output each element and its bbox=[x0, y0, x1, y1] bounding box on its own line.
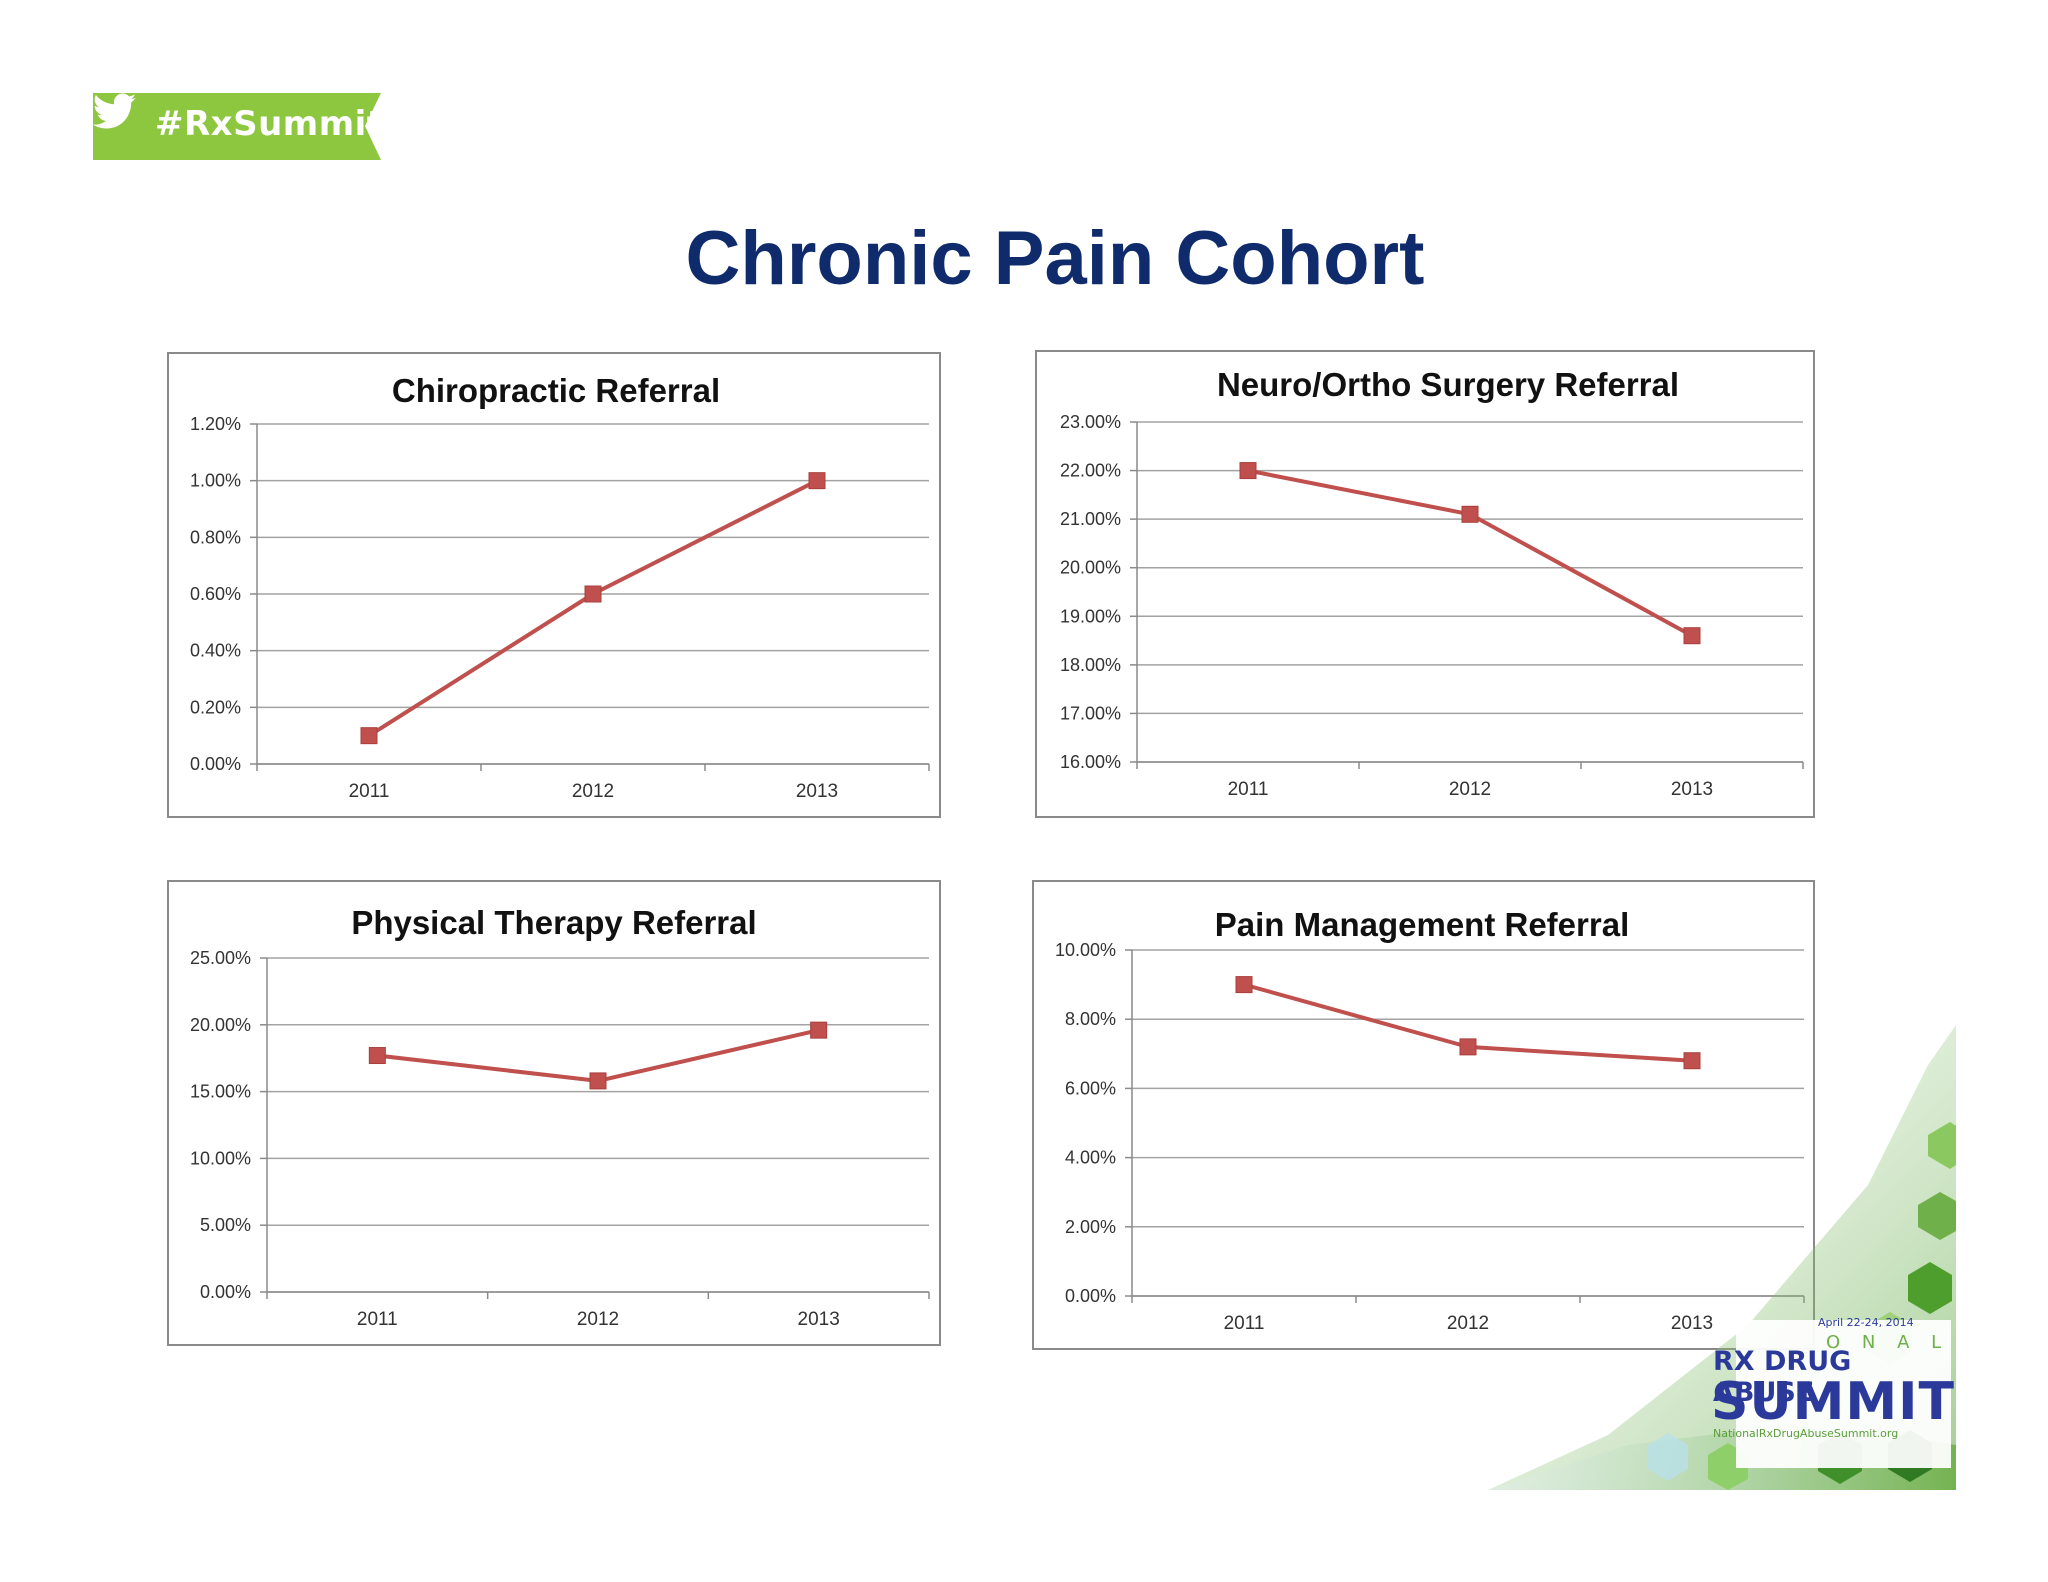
chart-chiropractic-referral: Chiropractic Referral 0.00% 0.20% 0.40% 0.60… bbox=[167, 352, 941, 818]
y-tick-label: 23.00% bbox=[1060, 412, 1121, 432]
y-tick-label: 5.00% bbox=[200, 1215, 251, 1235]
data-point-2011 bbox=[360, 727, 378, 745]
x-tick-label: 2011 bbox=[357, 1309, 398, 1330]
y-tick-label: 20.00% bbox=[1060, 558, 1121, 578]
y-tick-label: 20.00% bbox=[190, 1015, 251, 1035]
chart-physical-therapy-referral: Physical Therapy Referral 0.00% 5.00% 10.00… bbox=[167, 880, 941, 1346]
y-tick-label: 21.00% bbox=[1060, 509, 1121, 529]
y-tick-label: 10.00% bbox=[1055, 940, 1116, 960]
series-line bbox=[1247, 468, 1693, 638]
x-tick-label: 2013 bbox=[1671, 1313, 1713, 1334]
chart-neuro-ortho-surgery-referral: Neuro/Ortho Surgery Referral 16.00% 17.00%… bbox=[1035, 350, 1815, 818]
y-tick-label: 18.00% bbox=[1060, 655, 1121, 675]
chart-title: Physical Therapy Referral bbox=[351, 904, 756, 941]
hexagon-background-graphic bbox=[1488, 1025, 1956, 1490]
y-tick-label: 4.00% bbox=[1065, 1148, 1116, 1168]
y-tick-label: 1.20% bbox=[190, 414, 241, 434]
y-tick-label: 8.00% bbox=[1065, 1009, 1116, 1029]
y-tick-label: 15.00% bbox=[190, 1082, 251, 1102]
logo-national-fragment: O N A L bbox=[1826, 1332, 1950, 1353]
chart-pain-management-referral: Pain Management Referral 0.00% 2.00% 4.00% 6… bbox=[1032, 880, 1815, 1350]
logo-dates: April 22-24, 2014 bbox=[1818, 1316, 1914, 1329]
chart-title: Pain Management Referral bbox=[1215, 906, 1629, 943]
series-line bbox=[367, 478, 818, 738]
chart-svg: Pain Management Referral 0.00% 2.00% 4.00% 6… bbox=[1055, 906, 1805, 1334]
summit-logo: April 22-24, 2014 O N A L RX DRUG ABUSE … bbox=[1488, 1025, 1956, 1490]
x-tick-label: 2012 bbox=[577, 1309, 619, 1330]
y-tick-label: 6.00% bbox=[1065, 1078, 1116, 1098]
logo-line1: RX DRUG ABUSE bbox=[1713, 1346, 1852, 1408]
x-tick-label: 2013 bbox=[798, 1309, 840, 1330]
y-tick-label: 0.00% bbox=[190, 754, 241, 774]
y-tick-label: 25.00% bbox=[190, 948, 251, 968]
y-tick-label: 0.60% bbox=[190, 584, 241, 604]
chart-svg: Physical Therapy Referral 0.00% 5.00% 10.00… bbox=[190, 904, 930, 1330]
x-tick-label: 2012 bbox=[572, 781, 614, 802]
y-tick-label: 0.40% bbox=[190, 641, 241, 661]
data-point-2012 bbox=[1461, 505, 1479, 523]
twitter-bird-icon bbox=[93, 93, 137, 129]
y-tick-label: 10.00% bbox=[190, 1148, 251, 1168]
rxsummit-hashtag-badge[interactable]: #RxSummit bbox=[93, 93, 384, 160]
chart-svg: Chiropractic Referral 0.00% 0.20% 0.40% 0.60… bbox=[190, 372, 930, 802]
chart-title: Chiropractic Referral bbox=[392, 372, 720, 409]
data-point-2011 bbox=[1235, 976, 1253, 994]
x-tick-label: 2013 bbox=[1671, 779, 1713, 800]
x-tick-label: 2011 bbox=[1224, 1313, 1265, 1334]
page-title: Chronic Pain Cohort bbox=[685, 216, 1425, 301]
data-point-2012 bbox=[589, 1072, 607, 1090]
data-point-2012 bbox=[1459, 1038, 1477, 1056]
y-tick-label: 19.00% bbox=[1060, 606, 1121, 626]
logo-url: NationalRxDrugAbuseSummit.org bbox=[1713, 1427, 1899, 1440]
data-point-2013 bbox=[1683, 1052, 1701, 1070]
y-tick-label: 2.00% bbox=[1065, 1217, 1116, 1237]
data-point-2012 bbox=[584, 585, 602, 603]
y-tick-label: 1.00% bbox=[190, 471, 241, 491]
y-tick-label: 0.20% bbox=[190, 697, 241, 717]
y-tick-label: 0.00% bbox=[1065, 1286, 1116, 1306]
x-tick-label: 2013 bbox=[796, 781, 838, 802]
y-tick-label: 0.80% bbox=[190, 527, 241, 547]
data-point-2011 bbox=[1239, 462, 1257, 480]
y-tick-label: 22.00% bbox=[1060, 461, 1121, 481]
data-point-2013 bbox=[808, 472, 826, 490]
x-tick-label: 2011 bbox=[1228, 779, 1269, 800]
y-tick-label: 16.00% bbox=[1060, 752, 1121, 772]
badge-label: #RxSummit bbox=[155, 104, 384, 144]
chart-svg: Neuro/Ortho Surgery Referral 16.00% 17.00%… bbox=[1060, 366, 1804, 800]
x-tick-label: 2012 bbox=[1449, 779, 1491, 800]
data-point-2013 bbox=[1683, 627, 1701, 645]
x-tick-label: 2011 bbox=[349, 781, 390, 802]
y-tick-label: 0.00% bbox=[200, 1282, 251, 1302]
logo-line2: SUMMIT bbox=[1711, 1372, 1955, 1432]
badge-background bbox=[93, 93, 381, 160]
y-tick-label: 17.00% bbox=[1060, 703, 1121, 723]
data-point-2013 bbox=[810, 1021, 828, 1039]
chart-title: Neuro/Ortho Surgery Referral bbox=[1217, 366, 1679, 403]
x-tick-label: 2012 bbox=[1447, 1313, 1489, 1334]
data-point-2011 bbox=[368, 1047, 386, 1065]
